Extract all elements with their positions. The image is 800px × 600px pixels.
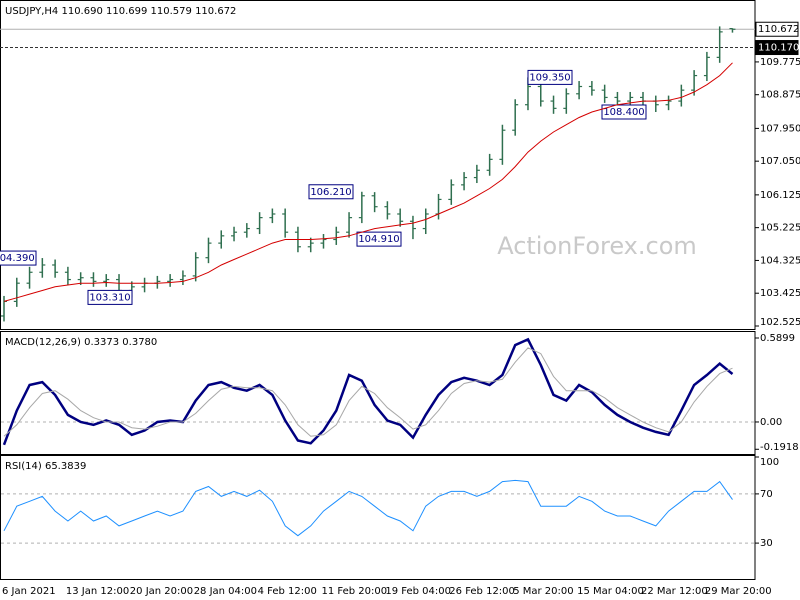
y-tick-label: 0.00 xyxy=(760,417,782,428)
x-tick-label: 13 Jan 12:00 xyxy=(66,586,129,597)
level-box xyxy=(308,184,354,200)
price-line-label: 110.672 xyxy=(758,24,799,35)
y-tick-label: 104.325 xyxy=(760,255,800,266)
y-tick-label: 108.875 xyxy=(760,90,800,101)
x-tick-label: 11 Feb 20:00 xyxy=(322,586,388,597)
x-tick-label: 5 Mar 20:00 xyxy=(513,586,573,597)
price-line-label: 110.170 xyxy=(758,43,799,54)
series-line xyxy=(2,337,734,446)
y-tick-label: 70 xyxy=(760,489,773,500)
series-line xyxy=(3,347,733,437)
level-label: 104.910 xyxy=(358,234,399,245)
level-label: 103.310 xyxy=(89,292,130,303)
level-box xyxy=(356,231,402,247)
x-tick-label: 15 Mar 04:00 xyxy=(577,586,644,597)
x-tick-label: 20 Jan 20:00 xyxy=(130,586,193,597)
watermark: ActionForex.com xyxy=(497,232,697,260)
level-box xyxy=(601,104,647,120)
level-label: 109.350 xyxy=(529,72,570,83)
x-tick-label: 28 Jan 04:00 xyxy=(194,586,257,597)
y-tick-label: -0.1918 xyxy=(760,442,799,453)
y-tick-label: 103.425 xyxy=(760,288,800,299)
x-tick-label: 6 Jan 2021 xyxy=(2,586,56,597)
x-tick-label: 26 Feb 12:00 xyxy=(449,586,515,597)
level-label: 108.400 xyxy=(603,107,644,118)
x-tick-label: 4 Feb 12:00 xyxy=(258,586,317,597)
level-box xyxy=(0,250,37,266)
y-tick-label: 109.775 xyxy=(760,57,800,68)
level-box xyxy=(527,69,573,85)
level-label: 106.210 xyxy=(310,187,351,198)
level-box xyxy=(87,289,133,305)
y-tick-label: 102.525 xyxy=(760,317,800,328)
series-line xyxy=(3,62,733,302)
price-line-box xyxy=(755,21,799,37)
y-tick-label: 105.225 xyxy=(760,223,800,234)
panel-title: MACD(12,26,9) 0.3373 0.3780 xyxy=(5,337,157,348)
y-tick-label: 106.125 xyxy=(760,190,800,201)
panel-frame xyxy=(0,455,756,580)
level-label: 104.390 xyxy=(0,253,35,264)
x-tick-label: 29 Mar 20:00 xyxy=(705,586,772,597)
series-line xyxy=(3,479,733,537)
panel-title: USDJPY,H4 110.690 110.699 110.579 110.67… xyxy=(5,6,236,17)
panel-frame xyxy=(0,0,756,330)
x-tick-label: 19 Feb 04:00 xyxy=(385,586,451,597)
y-tick-label: 0.5899 xyxy=(760,333,795,344)
panel-frame xyxy=(0,331,756,455)
x-tick-label: 22 Mar 12:00 xyxy=(641,586,708,597)
y-tick-label: 107.950 xyxy=(760,123,800,134)
panel-title: RSI(14) 65.3839 xyxy=(5,461,86,472)
y-tick-label: 100 xyxy=(760,457,779,468)
y-tick-label: 30 xyxy=(760,538,773,549)
price-line-box xyxy=(755,40,799,56)
y-tick-label: 107.050 xyxy=(760,156,800,167)
